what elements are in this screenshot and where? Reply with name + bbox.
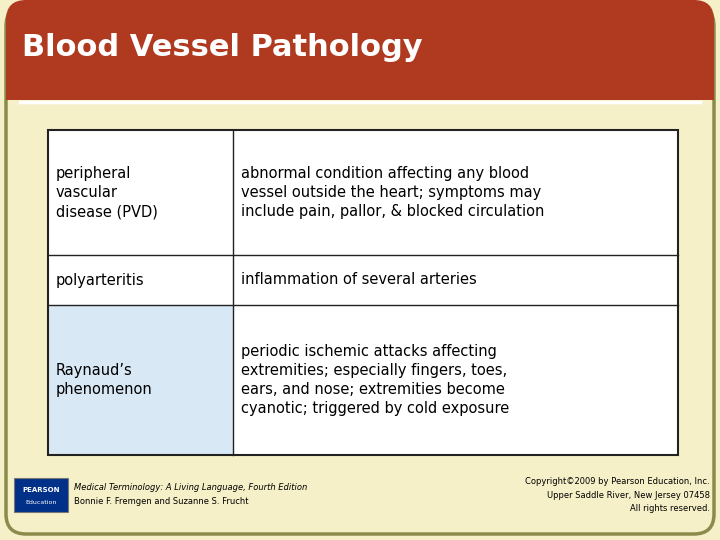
Text: Bonnie F. Fremgen and Suzanne S. Frucht: Bonnie F. Fremgen and Suzanne S. Frucht bbox=[74, 497, 248, 507]
FancyBboxPatch shape bbox=[6, 6, 714, 534]
Text: Education: Education bbox=[25, 500, 57, 505]
Text: Medical Terminology: A Living Language, Fourth Edition: Medical Terminology: A Living Language, … bbox=[74, 483, 307, 492]
Text: Raynaud’s
phenomenon: Raynaud’s phenomenon bbox=[56, 363, 153, 397]
Bar bbox=[48, 130, 678, 455]
Bar bbox=[48, 305, 233, 455]
Text: Blood Vessel Pathology: Blood Vessel Pathology bbox=[22, 33, 423, 63]
Bar bbox=[6, 75, 714, 100]
Text: inflammation of several arteries: inflammation of several arteries bbox=[241, 273, 477, 287]
FancyBboxPatch shape bbox=[6, 0, 714, 100]
Text: abnormal condition affecting any blood
vessel outside the heart; symptoms may
in: abnormal condition affecting any blood v… bbox=[241, 166, 544, 219]
Text: peripheral
vascular
disease (PVD): peripheral vascular disease (PVD) bbox=[56, 166, 158, 219]
Bar bbox=[48, 255, 233, 305]
Text: Copyright©2009 by Pearson Education, Inc.
Upper Saddle River, New Jersey 07458
A: Copyright©2009 by Pearson Education, Inc… bbox=[526, 477, 710, 512]
Bar bbox=[48, 130, 233, 255]
Bar bbox=[233, 255, 678, 305]
Text: PEARSON: PEARSON bbox=[22, 487, 60, 493]
Bar bbox=[14, 478, 68, 512]
Text: polyarteritis: polyarteritis bbox=[56, 273, 145, 287]
Bar bbox=[233, 130, 678, 255]
Bar bbox=[233, 305, 678, 455]
Text: periodic ischemic attacks affecting
extremities; especially fingers, toes,
ears,: periodic ischemic attacks affecting extr… bbox=[241, 343, 509, 416]
